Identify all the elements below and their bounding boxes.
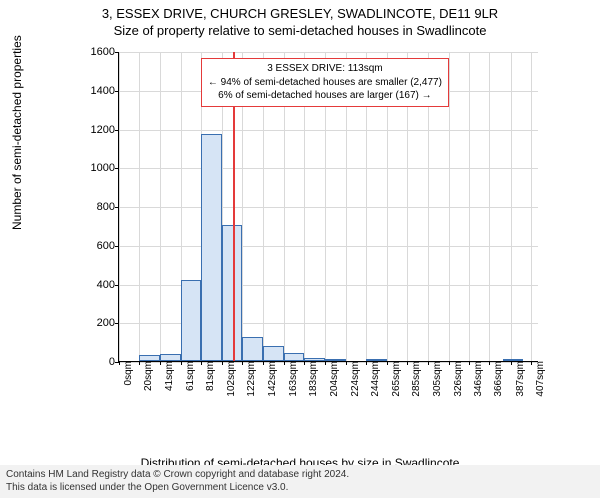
ytick-label: 1400 [91,85,119,97]
footer-line-1: Contains HM Land Registry data © Crown c… [6,469,594,482]
annotation-line: ← 94% of semi-detached houses are smalle… [208,76,442,90]
xtick-label: 163sqm [284,361,299,397]
histogram-bar [160,354,180,361]
ytick-label: 600 [97,240,119,252]
ytick-label: 1600 [91,46,119,58]
xtick-label: 142sqm [263,361,278,397]
histogram-bar [222,225,242,361]
xtick-label: 244sqm [366,361,381,397]
xtick-label: 366sqm [489,361,504,397]
xtick-label: 122sqm [242,361,257,397]
xtick-label: 285sqm [407,361,422,397]
xtick-label: 346sqm [469,361,484,397]
histogram-bar [325,359,345,361]
annotation-box: 3 ESSEX DRIVE: 113sqm← 94% of semi-detac… [201,58,449,107]
histogram-bar [366,359,387,361]
xtick-label: 102sqm [222,361,237,397]
gridline-v [449,52,450,361]
annotation-line: 6% of semi-detached houses are larger (1… [208,89,442,103]
xtick-label: 407sqm [531,361,546,397]
y-axis-label: Number of semi-detached properties [10,35,24,230]
histogram-bar [181,280,201,361]
xtick-label: 183sqm [304,361,319,397]
ytick-label: 800 [97,201,119,213]
xtick-label: 0sqm [119,361,134,385]
gridline-v [489,52,490,361]
xtick-label: 204sqm [325,361,340,397]
histogram-bar [503,359,523,361]
gridline-h [119,207,538,208]
plot-inner: 020040060080010001200140016000sqm20sqm41… [118,52,538,362]
xtick-label: 81sqm [201,361,216,391]
histogram-bar [242,337,262,361]
gridline-h [119,52,538,53]
title-line-1: 3, ESSEX DRIVE, CHURCH GRESLEY, SWADLINC… [0,6,600,21]
gridline-v [469,52,470,361]
ytick-label: 200 [97,317,119,329]
annotation-line: 3 ESSEX DRIVE: 113sqm [208,62,442,76]
histogram-bar [139,355,160,361]
ytick-label: 1200 [91,124,119,136]
footer-line-2: This data is licensed under the Open Gov… [6,482,594,495]
xtick-label: 387sqm [511,361,526,397]
gridline-v [531,52,532,361]
xtick-label: 20sqm [139,361,154,391]
histogram-bar [201,134,222,361]
histogram-bar [304,358,325,361]
histogram-bar [263,346,284,361]
xtick-label: 41sqm [160,361,175,391]
gridline-h [119,130,538,131]
gridline-v [139,52,140,361]
gridline-v [160,52,161,361]
xtick-label: 224sqm [346,361,361,397]
xtick-label: 326sqm [449,361,464,397]
xtick-label: 265sqm [387,361,402,397]
gridline-h [119,168,538,169]
attribution-footer: Contains HM Land Registry data © Crown c… [0,465,600,498]
xtick-label: 61sqm [181,361,196,391]
ytick-label: 400 [97,279,119,291]
histogram-bar [284,353,304,361]
title-line-2: Size of property relative to semi-detach… [0,23,600,38]
xtick-label: 305sqm [428,361,443,397]
ytick-label: 1000 [91,162,119,174]
chart-area: 0 200 400 600 800 1000 1200 1400 1600 0sqm 20sqm 41… [70,46,550,416]
gridline-v [511,52,512,361]
gridline-v [119,52,120,361]
gridline-h [119,246,538,247]
ytick-label: 0 [109,356,119,368]
